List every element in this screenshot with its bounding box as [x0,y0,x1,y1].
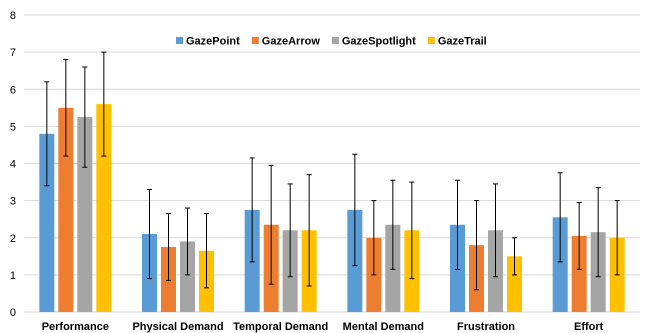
x-category-label: Frustration [457,321,515,333]
bar [507,256,522,312]
bar [180,241,195,312]
legend-label: GazePoint [186,36,240,48]
x-category-label: Mental Demand [343,321,424,333]
y-tick-label: 5 [10,121,16,133]
legend-item: GazePoint [176,36,240,48]
legend-item: GazeSpotlight [331,36,416,48]
y-axis-ticks: 0 1 2 3 4 5 6 7 8 [10,10,16,319]
x-axis-categories: Performance Physical Demand Temporal Deman… [42,321,604,333]
bar [77,117,93,312]
y-tick-label: 0 [10,307,16,319]
legend: GazePoint GazeArrow GazeSpotlight GazeTrail [176,36,487,48]
gridlines [24,14,640,313]
y-tick-label: 2 [10,233,16,245]
x-category-label: Physical Demand [132,321,223,333]
x-category-label: Performance [42,321,109,333]
y-tick-label: 8 [10,10,16,22]
legend-swatch [331,37,339,44]
y-tick-label: 4 [10,159,16,171]
legend-swatch [427,37,435,44]
x-category-label: Temporal Demand [233,321,328,333]
bar [96,104,112,312]
y-tick-label: 7 [10,47,16,59]
x-category-label: Effort [574,321,604,333]
legend-swatch [176,37,183,44]
bars [39,104,625,312]
bar [571,235,587,312]
legend-item: GazeArrow [251,36,321,48]
legend-label: GazeArrow [262,36,321,48]
error-bars [44,51,620,291]
bar [552,217,568,312]
bar [39,133,55,312]
legend-label: GazeTrail [438,36,487,48]
y-tick-label: 3 [10,196,16,208]
legend-swatch [251,37,259,44]
legend-item: GazeTrail [427,36,487,48]
y-tick-label: 6 [10,84,16,96]
bar [58,107,74,312]
y-tick-label: 1 [10,270,16,282]
legend-label: GazeSpotlight [342,36,416,48]
